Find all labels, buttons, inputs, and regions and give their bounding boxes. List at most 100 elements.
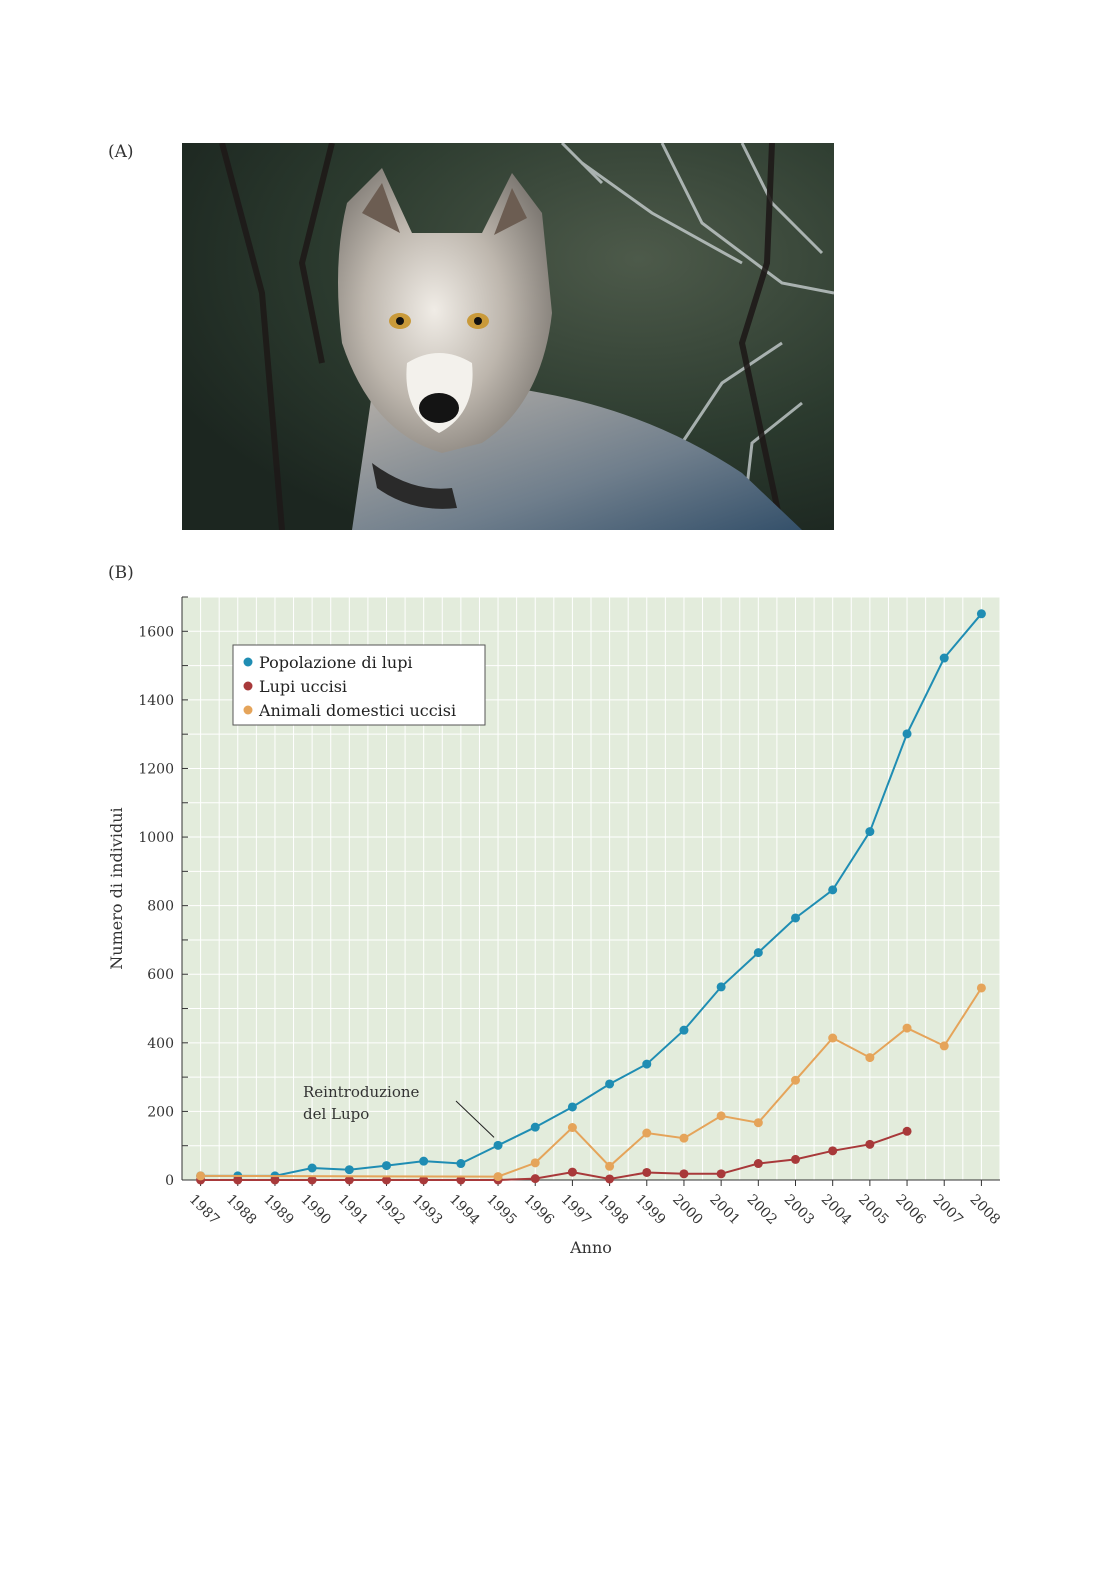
x-tick-label: 1988: [223, 1192, 260, 1229]
data-point: [605, 1174, 615, 1184]
data-point: [716, 1169, 726, 1179]
plot-background: [182, 597, 1000, 1180]
data-point: [456, 1175, 466, 1185]
legend-label: Animali domestici uccisi: [258, 701, 456, 720]
data-point: [344, 1175, 354, 1185]
x-tick-label: 2002: [743, 1192, 780, 1229]
data-point: [382, 1175, 391, 1185]
data-point: [902, 1126, 912, 1136]
annotation-text: Reintroduzione: [303, 1083, 420, 1101]
y-tick-label: 1000: [138, 830, 174, 846]
x-tick-label: 1992: [372, 1192, 409, 1229]
legend-marker: [243, 657, 253, 667]
y-tick-label: 800: [147, 899, 174, 915]
data-point: [270, 1171, 280, 1181]
data-point: [791, 1075, 800, 1085]
data-point: [753, 1118, 763, 1128]
x-tick-label: 1987: [186, 1192, 223, 1229]
x-tick-label: 1993: [409, 1192, 446, 1229]
data-point: [976, 983, 986, 993]
legend-label: Lupi uccisi: [259, 677, 347, 696]
x-tick-label: 2005: [855, 1192, 892, 1229]
annotation-pointer: [455, 1100, 495, 1138]
data-point: [791, 913, 800, 923]
data-point: [567, 1123, 577, 1133]
panel-label-b: (B): [108, 563, 134, 583]
y-tick-label: 1400: [138, 693, 174, 709]
x-tick-label: 1989: [260, 1192, 297, 1229]
wolf-photo: [182, 143, 834, 530]
data-point: [605, 1079, 615, 1089]
data-point: [939, 653, 949, 663]
data-point: [530, 1122, 540, 1132]
annotation-text: del Lupo: [303, 1105, 369, 1123]
x-tick-label: 1995: [483, 1192, 520, 1229]
data-point: [307, 1175, 317, 1185]
x-tick-label: 1997: [558, 1192, 595, 1229]
data-point: [196, 1171, 206, 1181]
legend-marker: [243, 681, 253, 691]
data-point: [902, 1023, 912, 1033]
wolf-photo-illustration: [182, 143, 834, 530]
data-point: [716, 1111, 726, 1121]
legend-box: [232, 644, 486, 726]
data-point: [939, 1041, 949, 1051]
x-tick-label: 1990: [297, 1192, 334, 1229]
data-point: [493, 1172, 503, 1182]
x-tick-label: 1999: [632, 1192, 669, 1229]
data-point: [567, 1167, 577, 1177]
data-point: [196, 1171, 206, 1181]
y-tick-label: 1200: [138, 761, 174, 777]
data-point: [716, 982, 726, 992]
data-point: [307, 1163, 317, 1173]
series-line-0: [200, 613, 983, 1177]
data-point: [493, 1175, 503, 1185]
data-point: [419, 1175, 429, 1185]
y-tick-label: 1600: [138, 624, 174, 640]
data-point: [828, 1146, 838, 1156]
data-point: [976, 609, 986, 619]
y-tick-label: 600: [147, 967, 174, 983]
data-point: [679, 1133, 689, 1143]
legend-label: Popolazione di lupi: [259, 653, 413, 672]
data-point: [865, 827, 875, 837]
data-point: [456, 1159, 466, 1169]
data-point: [753, 948, 763, 958]
data-point: [679, 1025, 689, 1035]
panel-label-a: (A): [108, 142, 134, 162]
series-line-2: [200, 987, 983, 1178]
x-tick-label: 2000: [669, 1192, 706, 1229]
x-tick-label: 2003: [781, 1192, 818, 1229]
y-tick-label: 200: [147, 1104, 174, 1120]
x-tick-label: 2001: [706, 1192, 743, 1229]
data-point: [828, 885, 838, 895]
data-point: [382, 1161, 391, 1171]
data-point: [642, 1059, 652, 1069]
x-tick-label: 2008: [967, 1192, 1004, 1229]
x-tick-label: 2007: [929, 1192, 966, 1229]
data-point: [344, 1165, 354, 1175]
x-tick-label: 1994: [446, 1192, 483, 1229]
legend-marker: [243, 705, 253, 715]
data-point: [493, 1140, 503, 1150]
x-tick-label: 1991: [334, 1192, 371, 1229]
data-point: [642, 1128, 652, 1138]
data-point: [605, 1161, 615, 1171]
x-axis-title: Anno: [569, 1238, 612, 1257]
data-point: [828, 1033, 838, 1043]
data-point: [902, 729, 912, 739]
data-point: [233, 1175, 243, 1185]
data-point: [270, 1175, 280, 1185]
x-tick-label: 1998: [595, 1192, 632, 1229]
x-tick-label: 2006: [892, 1192, 929, 1229]
data-point: [567, 1102, 577, 1112]
data-point: [233, 1171, 243, 1181]
data-point: [679, 1169, 689, 1179]
y-tick-label: 400: [147, 1036, 174, 1052]
data-point: [419, 1156, 429, 1166]
data-point: [791, 1154, 800, 1164]
data-point: [865, 1053, 875, 1063]
y-tick-label: 0: [165, 1173, 174, 1189]
y-axis-title: Numero di individui: [107, 807, 126, 969]
data-point: [753, 1159, 763, 1169]
